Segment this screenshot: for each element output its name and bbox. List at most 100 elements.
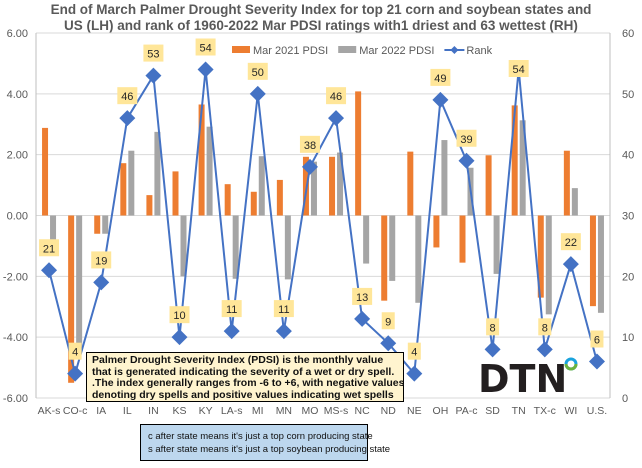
left-axis-tick-label: -4.00 [3,332,28,344]
category-label: U.S. [587,405,607,417]
bar-mar-2022-pdsi [310,161,317,216]
category-label: IA [96,405,106,417]
bar-mar-2021-pdsi [511,105,518,216]
right-axis-tick-label: 30 [622,211,634,223]
rank-data-label: 53 [147,49,159,61]
rank-marker [484,341,501,358]
rank-data-label: 49 [434,73,446,85]
bar-mar-2022-pdsi [415,215,422,303]
rank-data-label-bg [456,129,477,147]
rank-data-label-bg [195,38,216,56]
bar-mar-2022-pdsi [206,126,213,216]
rank-data-label-bg [68,342,82,360]
category-label: ND [381,405,397,417]
rank-marker [588,353,605,370]
bar-mar-2022-pdsi [493,215,500,274]
rank-data-label: 11 [226,304,237,316]
rank-data-label: 39 [460,134,472,146]
rank-data-label-bg [273,300,294,318]
bar-mar-2022-pdsi [597,215,604,313]
rank-data-label-bg [560,233,581,251]
bar-mar-2021-pdsi [172,171,179,216]
rank-marker [536,341,553,358]
bar-mar-2021-pdsi [68,215,75,383]
rank-marker [275,323,292,340]
rank-data-label: 13 [356,292,368,304]
right-axis-tick-label: 60 [622,28,634,40]
note-line-4: denoting dry spells and positive values … [92,388,394,401]
category-label: MS-s [324,405,349,417]
category-label: PA-c [456,405,478,417]
rank-data-label-bg [407,342,421,360]
left-axis-tick-label: -2.00 [3,271,28,283]
bar-mar-2022-pdsi [441,140,448,216]
bar-mar-2022-pdsi [50,215,57,243]
bar-mar-2022-pdsi [180,215,187,277]
footnote-line-2: s after state means it's just a top soyb… [148,444,391,455]
legend-swatch [232,46,250,53]
rank-marker [380,335,397,352]
rank-data-label-bg [117,87,138,105]
right-axis-tick-label: 50 [622,89,634,101]
bar-mar-2021-pdsi [94,215,101,234]
rank-marker [328,110,345,127]
bar-mar-2021-pdsi [485,155,492,216]
bar-mar-2021-pdsi [355,91,362,216]
bar-mar-2021-pdsi [224,184,231,216]
bar-mar-2022-pdsi [519,120,526,216]
category-label: NE [407,405,422,417]
category-label: KY [199,405,213,417]
rank-marker [145,67,162,84]
note-line-3: .The index generally ranges from -6 to +… [92,377,405,389]
category-label: MI [252,405,264,417]
rank-data-label-bg [486,318,500,336]
rank-data-label: 6 [594,335,600,347]
rank-marker [458,152,475,169]
category-label: IN [148,405,159,417]
legend-label: Mar 2022 PDSI [359,45,434,57]
bar-mar-2022-pdsi [258,156,265,216]
bar-mar-2022-pdsi [76,215,83,353]
left-axis-tick-label: 2.00 [7,150,28,162]
rank-data-label-bg [91,251,112,269]
rank-data-label: 46 [121,91,133,103]
category-label: TN [512,405,526,417]
footnote-line-1: c after state means it's just a top corn… [148,431,373,442]
rank-marker [354,310,371,327]
rank-data-label: 8 [490,322,496,334]
rank-data-label-bg [247,62,268,80]
rank-marker [93,274,110,291]
bar-mar-2021-pdsi [250,191,257,216]
note-line-2: that is generated indicating the severit… [92,365,395,378]
rank-data-label: 54 [199,43,211,55]
rank-data-label-bg [590,330,604,348]
rank-data-label: 11 [278,304,289,316]
left-axis-tick-label: 4.00 [7,89,28,101]
bar-mar-2021-pdsi [433,215,440,248]
left-axis-tick-label: 6.00 [7,28,28,40]
category-label: SD [485,405,500,417]
rank-data-label-bg [352,287,373,305]
rank-marker [67,365,84,382]
rank-marker [432,91,449,108]
rank-data-label: 8 [542,322,548,334]
rank-data-label-bg [299,135,320,153]
bar-mar-2021-pdsi [198,104,205,216]
rank-data-label-bg [143,44,164,62]
bar-mar-2021-pdsi [120,163,127,216]
bar-mar-2022-pdsi [571,188,578,216]
chart-title-line-1: End of March Palmer Drought Severity Ind… [50,2,592,17]
rank-data-label: 50 [252,67,264,79]
bar-mar-2022-pdsi [154,131,161,216]
bar-mar-2021-pdsi [146,195,153,216]
rank-data-label: 19 [95,255,107,267]
rank-marker [223,323,240,340]
rank-data-label-bg [39,239,60,257]
category-label: NC [355,405,371,417]
pdsi-explanation-note: Palmer Drought Severity Index (PDSI) is … [86,352,404,402]
right-axis-tick-label: 40 [622,150,634,162]
right-axis-tick-label: 20 [622,271,634,283]
bar-mar-2021-pdsi [42,127,49,216]
legend-diamond-icon [450,46,459,54]
